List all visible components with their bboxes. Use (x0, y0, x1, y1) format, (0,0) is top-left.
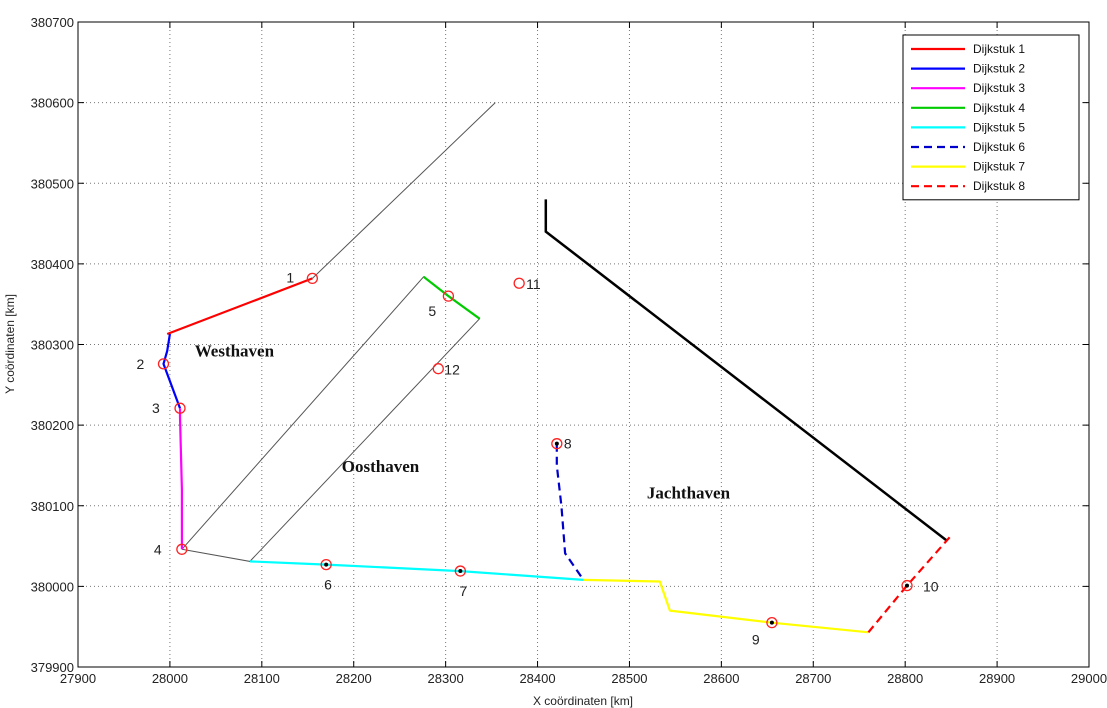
point-marker-dot (554, 441, 559, 446)
point-label: 1 (286, 269, 294, 285)
legend-label: Dijkstuk 6 (973, 140, 1025, 154)
series-line (249, 560, 584, 581)
point-marker-circle (454, 565, 466, 577)
legend-label: Dijkstuk 5 (973, 120, 1025, 134)
point-marker-circle (157, 358, 170, 370)
region-annotations: Westhaven Oosthaven Jachthaven (195, 342, 731, 503)
region-label: Oosthaven (342, 457, 420, 476)
legend-box (902, 34, 1080, 201)
y-tick-label: 379900 (31, 660, 74, 675)
x-tick-label: 28400 (519, 671, 555, 686)
x-tick-label: 27900 (60, 671, 96, 686)
legend: Dijkstuk 1 Dijkstuk 2 Dijkstuk 3 Dijkstuk 4… (902, 34, 1080, 201)
point-marker-circle (442, 290, 455, 302)
point-marker-circle (306, 272, 319, 285)
x-tick-label: 28000 (152, 671, 188, 686)
x-tick-label: 29000 (1071, 671, 1107, 686)
x-tick-label: 28900 (979, 671, 1015, 686)
y-tick-label: 380300 (31, 338, 74, 353)
x-tick-label: 28600 (703, 671, 739, 686)
y-tick-label: 380000 (31, 579, 74, 594)
x-tick-label: 28500 (611, 671, 647, 686)
axis-ticks: 27900 28000 28100 28200 28300 28400 28500 28600… (31, 15, 1107, 686)
y-tick-label: 380200 (31, 418, 74, 433)
y-axis-label: Y coördinaten [km] (3, 294, 17, 394)
x-tick-label: 28300 (428, 671, 464, 686)
point-marker-dot (458, 569, 463, 574)
point-label: 11 (526, 276, 541, 292)
series-line (166, 277, 313, 336)
y-tick-label: 380400 (31, 257, 74, 272)
point-marker-circle (432, 363, 444, 375)
x-axis-label: X coördinaten [km] (533, 694, 633, 708)
series-line (583, 578, 869, 634)
y-tick-label: 380600 (31, 96, 74, 111)
point-marker-circle (901, 579, 913, 592)
point-marker-circle (176, 543, 188, 555)
series-lines (162, 275, 952, 634)
y-tick-label: 380700 (31, 15, 74, 30)
point-marker-circle (174, 402, 186, 414)
point-marker-circle (551, 438, 563, 450)
point-marker-circle (320, 558, 332, 571)
point-marker-circle (766, 617, 778, 629)
series-line (555, 443, 585, 581)
point-marker-dot (905, 583, 910, 588)
y-tick-label: 380500 (31, 176, 74, 191)
x-tick-label: 28100 (244, 671, 280, 686)
point-marker-circle (513, 277, 525, 289)
legend-label: Dijkstuk 4 (973, 101, 1025, 115)
x-tick-label: 28800 (887, 671, 923, 686)
series-line (422, 275, 481, 320)
point-label: 12 (444, 362, 460, 378)
grid (78, 22, 1089, 667)
point-label: 6 (324, 577, 332, 593)
legend-label: Dijkstuk 1 (973, 42, 1025, 56)
series-line (867, 534, 952, 634)
y-tick-label: 380100 (31, 499, 74, 514)
legend-label: Dijkstuk 3 (973, 81, 1025, 95)
point-label: 8 (564, 436, 572, 452)
point-marker-dot (769, 620, 774, 625)
region-label: Westhaven (195, 342, 275, 361)
region-label: Jachthaven (647, 483, 731, 502)
series-line (162, 333, 182, 409)
point-label: 4 (154, 541, 162, 557)
outline-line (312, 102, 496, 279)
legend-label: Dijkstuk 2 (973, 62, 1025, 76)
x-tick-label: 28700 (795, 671, 831, 686)
point-label: 3 (152, 400, 160, 416)
point-label: 7 (459, 583, 467, 599)
point-marker-dot (324, 562, 329, 567)
outline-line (544, 199, 948, 542)
point-label: 9 (752, 632, 760, 648)
point-label: 2 (136, 356, 144, 372)
legend-label: Dijkstuk 7 (973, 160, 1025, 174)
point-label: 5 (428, 303, 436, 319)
x-tick-label: 28200 (336, 671, 372, 686)
legend-label: Dijkstuk 8 (973, 179, 1025, 193)
point-label: 10 (923, 579, 939, 595)
